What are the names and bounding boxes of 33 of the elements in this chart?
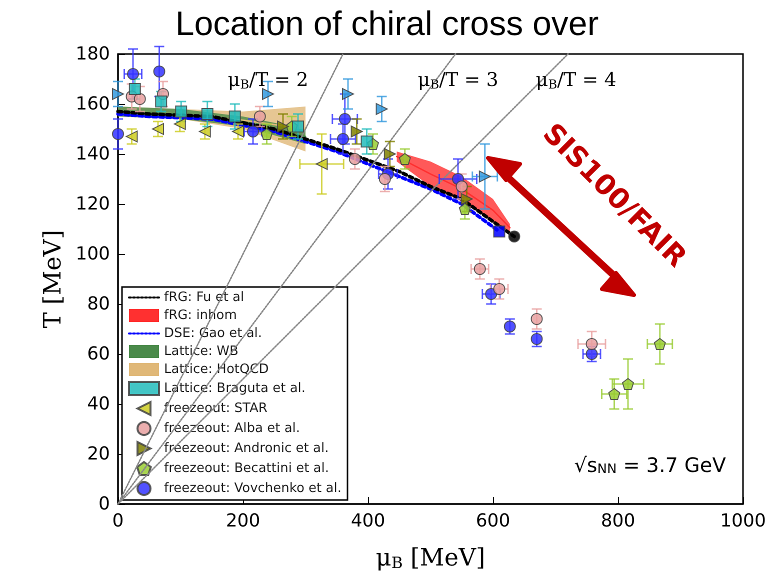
x-tick-label: 800 xyxy=(600,510,636,532)
legend-label: DSE: Gao et al. xyxy=(164,326,262,341)
y-tick-label: 60 xyxy=(87,344,110,364)
legend-label: fRG: inhom xyxy=(164,308,237,323)
legend-label: freezeout: Becattini et al. xyxy=(164,461,330,476)
x-tick-label: 200 xyxy=(226,510,260,532)
y-tick-label: 20 xyxy=(87,444,110,464)
legend-label: freezeout: Vovchenko et al. xyxy=(164,481,342,496)
legend-label: freezeout: Alba et al. xyxy=(164,421,300,436)
y-tick-label: 80 xyxy=(87,294,110,314)
annotation: μB/T = 4 xyxy=(536,69,616,92)
legend-label: freezeout: STAR xyxy=(164,401,268,416)
y-tick-label: 100 xyxy=(76,244,110,264)
annotation: μB/T = 3 xyxy=(418,69,498,92)
legend-label: Lattice: HotQCD xyxy=(164,362,269,377)
y-tick-label: 140 xyxy=(76,144,110,164)
chart-title: Location of chiral cross over xyxy=(175,5,599,43)
x-axis-title: μB [MeV] xyxy=(376,543,486,572)
y-tick-label: 120 xyxy=(76,194,110,214)
y-tick-label: 160 xyxy=(76,94,110,114)
legend-label: Lattice: Braguta et al. xyxy=(164,381,306,396)
x-tick-label: 600 xyxy=(476,510,510,532)
y-tick-label: 40 xyxy=(87,394,110,414)
y-tick-label: 180 xyxy=(76,44,110,64)
annotation: √sNN = 3.7 GeV xyxy=(574,453,726,477)
x-tick-label: 0 xyxy=(112,510,124,532)
annotation: μB/T = 2 xyxy=(228,69,308,92)
legend-label: Lattice: WB xyxy=(164,344,238,359)
legend-label: freezeout: Andronic et al. xyxy=(164,441,329,456)
x-tick-label: 400 xyxy=(350,510,386,532)
y-axis-title: T [MeV] xyxy=(38,230,67,328)
y-tick-label: 0 xyxy=(98,494,110,514)
x-tick-label: 1000 xyxy=(720,510,766,532)
